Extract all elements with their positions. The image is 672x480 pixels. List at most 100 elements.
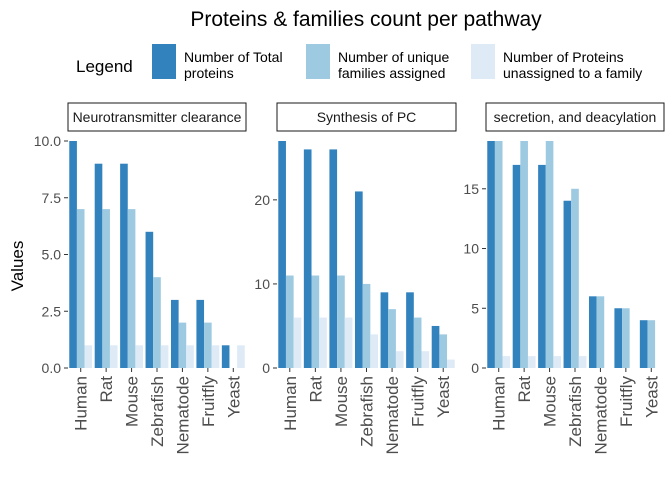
bar-total-proteins-mouse-panel-2 (329, 149, 338, 368)
bar-unassigned-proteins-fruitfly-panel-1 (211, 345, 220, 368)
bar-unassigned-proteins-yeast-panel-2 (447, 359, 455, 368)
bar-unique-families-rat-panel-1 (102, 209, 110, 368)
bar-total-proteins-human-panel-3 (487, 141, 495, 368)
bar-unique-families-nematode-panel-3 (596, 296, 605, 368)
strip-label-2: Synthesis of PC (317, 109, 417, 125)
y-tick-label-2-3: 20 (254, 192, 270, 208)
x-tick-label-rat-panel-3: Rat (515, 376, 534, 403)
bar-unique-families-mouse-panel-3 (545, 141, 554, 368)
strip-label-1: Neurotransmitter clearance (73, 109, 242, 125)
legend-key-3 (471, 44, 495, 79)
legend-key-1 (152, 44, 176, 79)
x-tick-label-human-panel-3: Human (490, 376, 509, 431)
legend-title: Legend (76, 57, 133, 76)
y-tick-label-3-2: 5 (471, 300, 479, 316)
legend-label-2-line-2: families assigned (338, 65, 445, 81)
x-tick-label-yeast-panel-2: Yeast (434, 376, 453, 418)
bar-total-proteins-yeast-panel-1 (221, 345, 230, 368)
bar-unassigned-proteins-nematode-panel-1 (186, 345, 194, 368)
bar-total-proteins-fruitfly-panel-1 (196, 299, 205, 368)
bar-total-proteins-mouse-panel-3 (538, 164, 546, 368)
bar-unique-families-human-panel-1 (76, 209, 85, 368)
bar-unassigned-proteins-mouse-panel-1 (135, 345, 144, 368)
x-tick-label-fruitfly-panel-2: Fruitfly (409, 376, 428, 428)
y-tick-label-1-2: 2.5 (42, 303, 62, 319)
facet-panel-1: Neurotransmitter clearance 0.0 2.5 5.0 7.5 10… (34, 102, 247, 454)
x-tick-label-zebrafish-panel-2: Zebrafish (358, 376, 377, 447)
legend-label-2-line-1: Number of unique (338, 49, 450, 65)
x-tick-label-yeast-panel-3: Yeast (642, 376, 661, 418)
x-tick-label-zebrafish-panel-3: Zebrafish (566, 376, 585, 447)
legend-label-1-line-1: Number of Total (184, 49, 283, 65)
y-tick-label-1-4: 7.5 (42, 190, 62, 206)
y-tick-label-2-2: 10 (254, 276, 270, 292)
bar-unassigned-proteins-mouse-panel-3 (553, 356, 562, 368)
x-tick-label-fruitfly-panel-1: Fruitfly (199, 376, 218, 428)
bar-total-proteins-zebrafish-panel-1 (145, 231, 154, 368)
bar-unique-families-fruitfly-panel-1 (204, 322, 212, 368)
strip-box-2 (276, 102, 457, 132)
bar-unique-families-zebrafish-panel-2 (362, 283, 371, 368)
bar-unassigned-proteins-fruitfly-panel-2 (421, 351, 430, 368)
bar-total-proteins-rat-panel-1 (94, 163, 103, 368)
bar-unassigned-proteins-rat-panel-2 (319, 317, 327, 368)
bar-unassigned-proteins-zebrafish-panel-2 (370, 334, 379, 368)
bar-unique-families-mouse-panel-2 (337, 275, 345, 368)
bar-unassigned-proteins-human-panel-1 (84, 345, 93, 368)
bar-unassigned-proteins-rat-panel-1 (109, 345, 118, 368)
x-tick-label-human-panel-1: Human (72, 376, 91, 431)
y-tick-label-1-1: 0.0 (42, 360, 62, 376)
bar-total-proteins-zebrafish-panel-2 (354, 191, 363, 368)
bar-unassigned-proteins-yeast-panel-1 (237, 345, 245, 368)
y-axis-label: Values (8, 241, 27, 292)
x-tick-label-mouse-panel-1: Mouse (123, 376, 142, 427)
strip-box-3 (485, 102, 665, 132)
bar-total-proteins-nematode-panel-1 (170, 299, 179, 368)
y-tick-label-2-1: 0 (262, 360, 270, 376)
y-tick-label-1-3: 5.0 (42, 247, 62, 263)
facet-panels: Neurotransmitter clearance 0.0 2.5 5.0 7.5 10… (34, 102, 665, 454)
bar-unique-families-rat-panel-3 (520, 141, 528, 368)
x-tick-label-nematode-panel-1: Nematode (173, 376, 192, 454)
chart-title: Proteins & families count per pathway (190, 8, 542, 31)
bar-total-proteins-yeast-panel-3 (639, 320, 648, 368)
bar-total-proteins-rat-panel-2 (303, 149, 312, 368)
bar-unique-families-nematode-panel-2 (388, 309, 396, 368)
bar-unique-families-yeast-panel-2 (439, 334, 448, 368)
legend-key-2 (306, 44, 330, 79)
strip-label-3: secretion, and deacylation (494, 109, 657, 125)
bar-unique-families-zebrafish-panel-3 (571, 188, 579, 368)
facet-panel-3: secretion, and deacylation 0 5 10 15 Human Rat… (463, 102, 665, 454)
x-tick-label-rat-panel-1: Rat (97, 376, 116, 403)
bar-total-proteins-nematode-panel-3 (588, 296, 597, 368)
bar-total-proteins-fruitfly-panel-2 (406, 292, 414, 368)
bar-total-proteins-nematode-panel-2 (380, 292, 389, 368)
x-tick-label-yeast-panel-1: Yeast (224, 376, 243, 418)
x-tick-label-zebrafish-panel-1: Zebrafish (148, 376, 167, 447)
bar-unassigned-proteins-nematode-panel-2 (395, 351, 404, 368)
y-tick-label-3-4: 15 (463, 181, 479, 197)
x-tick-label-human-panel-2: Human (281, 376, 300, 431)
bar-unassigned-proteins-rat-panel-3 (527, 356, 536, 368)
bar-unassigned-proteins-human-panel-2 (293, 317, 302, 368)
strip-box-1 (67, 102, 247, 132)
x-tick-label-rat-panel-2: Rat (306, 376, 325, 403)
bar-unique-families-rat-panel-2 (311, 275, 320, 368)
bar-unassigned-proteins-mouse-panel-2 (344, 317, 353, 368)
bar-total-proteins-mouse-panel-1 (120, 163, 128, 368)
x-tick-label-nematode-panel-2: Nematode (383, 376, 402, 454)
x-tick-label-mouse-panel-2: Mouse (332, 376, 351, 427)
bar-unique-families-nematode-panel-1 (178, 322, 187, 368)
bar-unassigned-proteins-zebrafish-panel-3 (578, 356, 587, 368)
bar-unique-families-yeast-panel-3 (647, 320, 656, 368)
bar-unassigned-proteins-human-panel-3 (502, 356, 511, 368)
y-tick-label-1-5: 10.0 (34, 133, 61, 149)
bar-unique-families-fruitfly-panel-2 (413, 317, 422, 368)
bar-total-proteins-human-panel-2 (278, 141, 286, 368)
bar-total-proteins-zebrafish-panel-3 (563, 200, 572, 368)
x-tick-label-mouse-panel-3: Mouse (541, 376, 560, 427)
bar-unique-families-fruitfly-panel-3 (622, 308, 630, 368)
